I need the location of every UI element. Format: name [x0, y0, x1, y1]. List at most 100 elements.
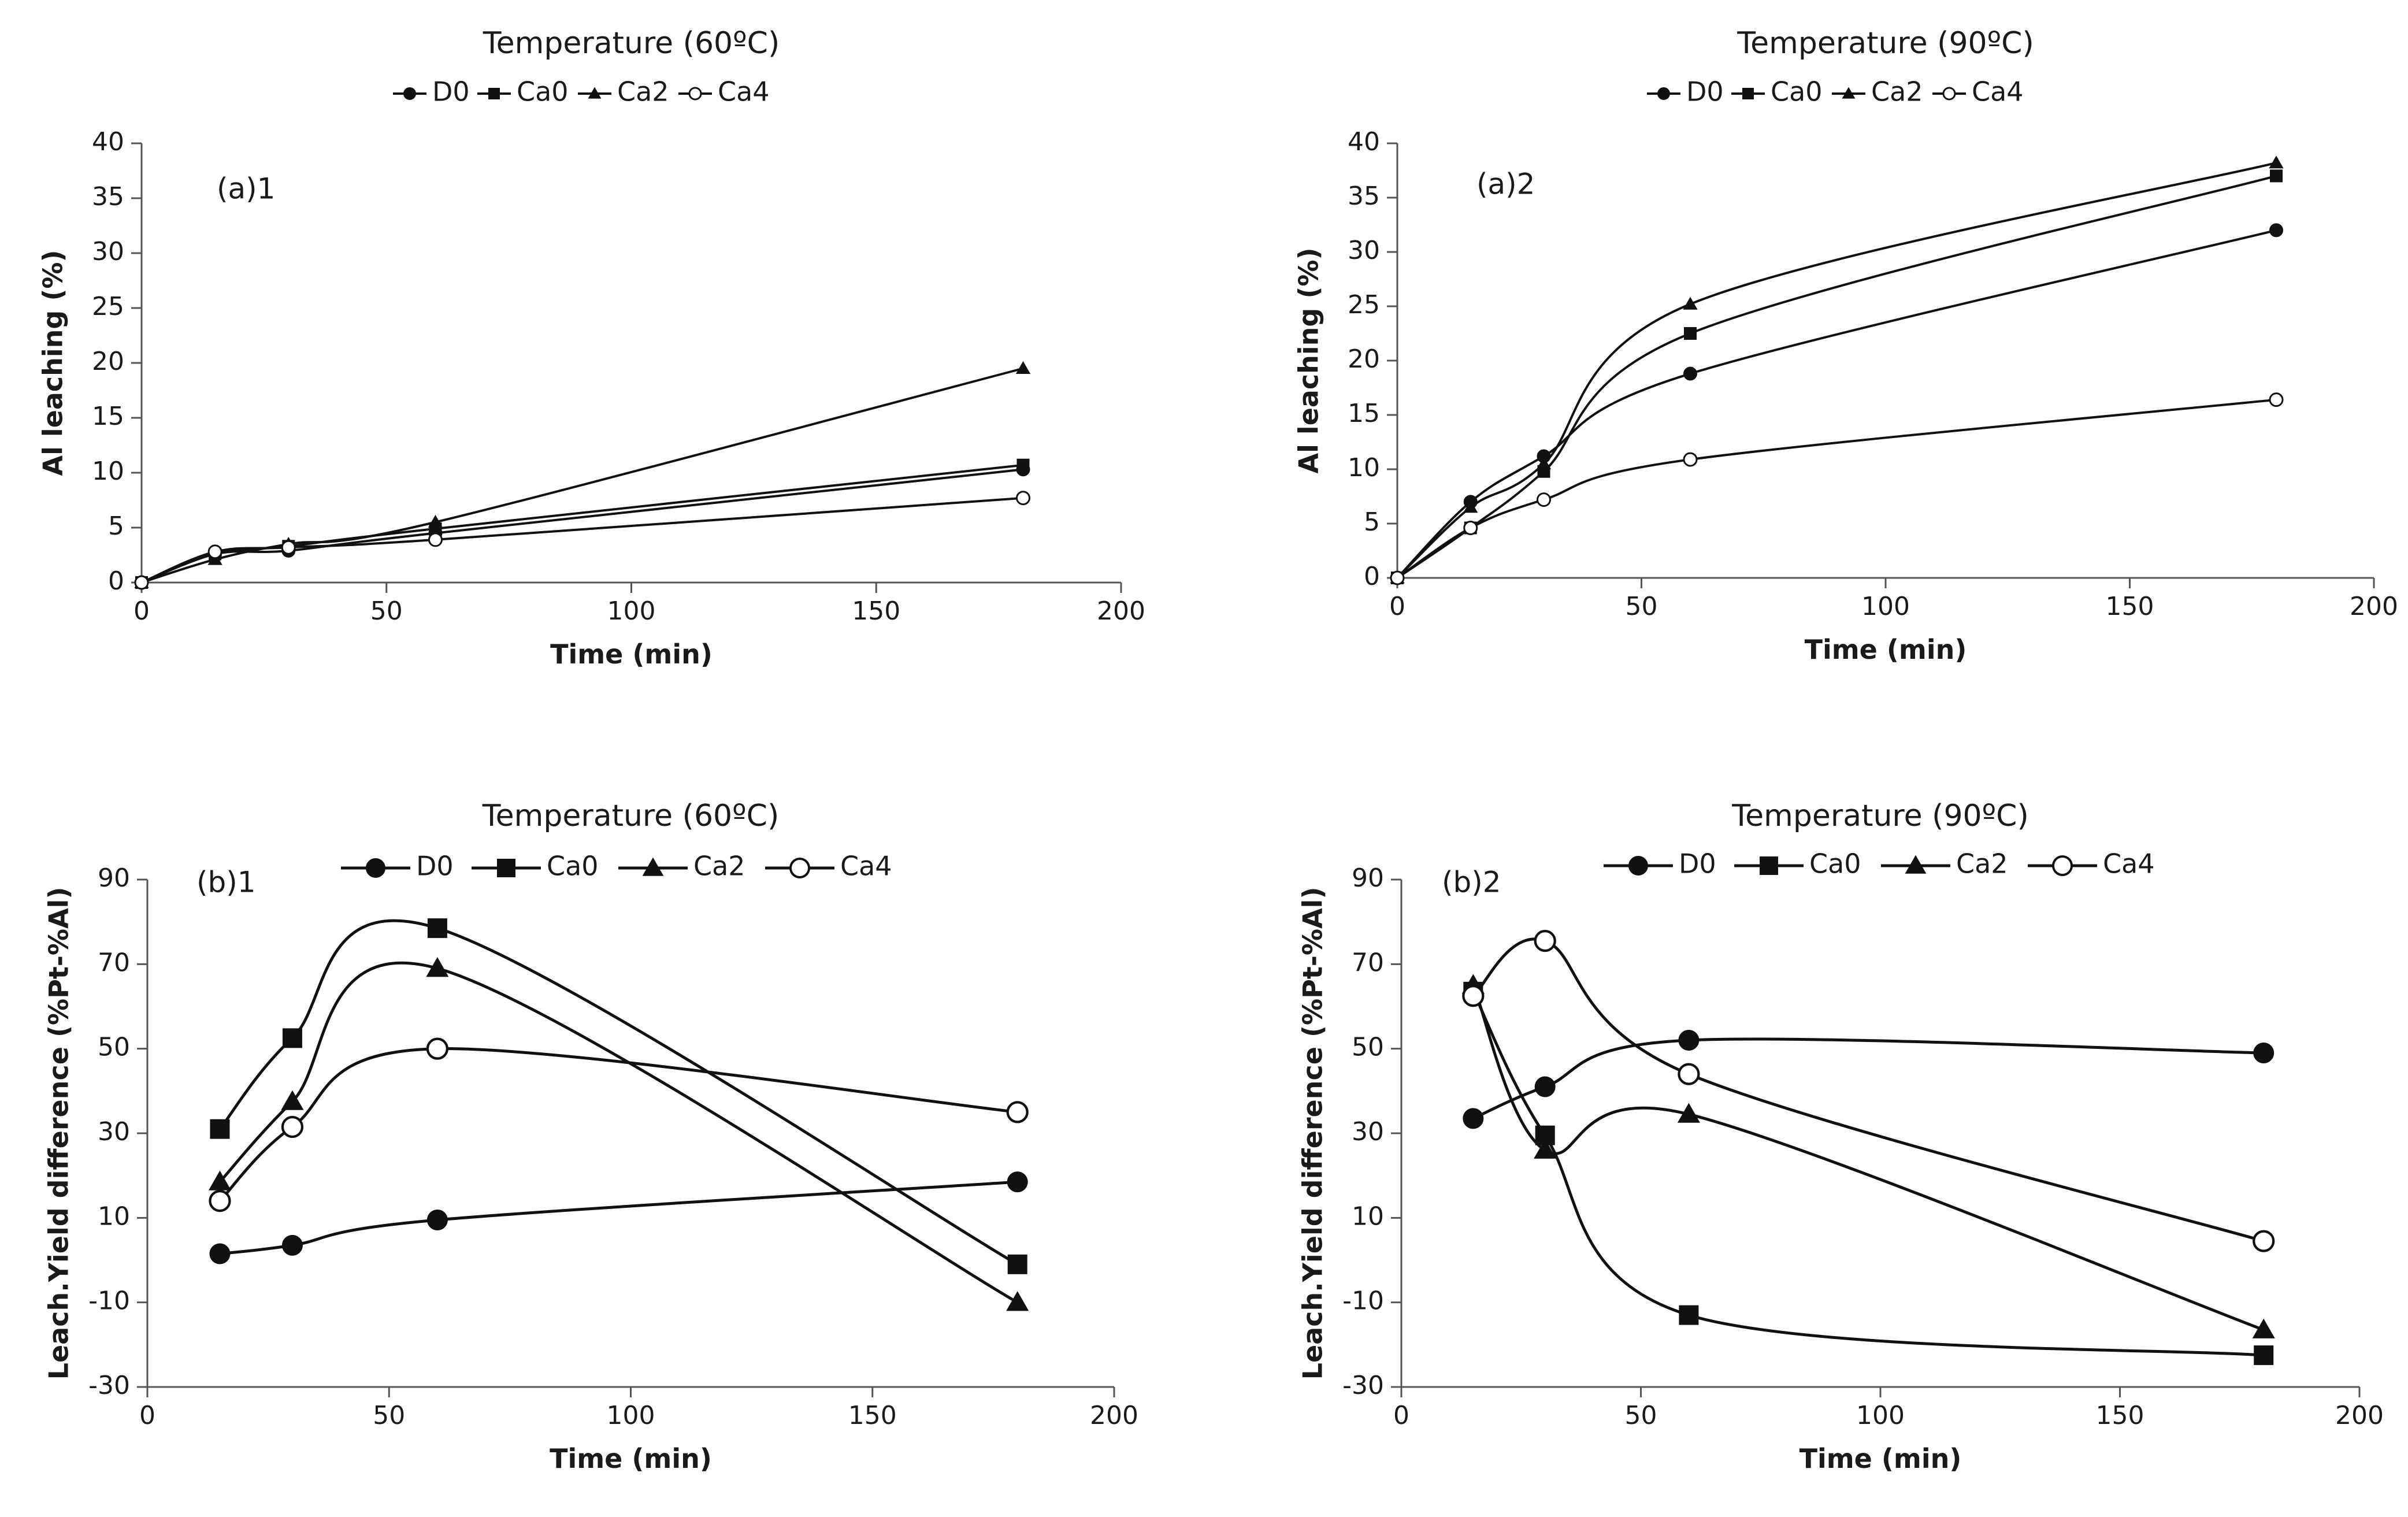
data-point — [1006, 1101, 1029, 1123]
data-point — [1463, 500, 1478, 513]
legend-marker — [688, 87, 702, 101]
legend-marker — [1628, 856, 1648, 876]
y-tick-label: 70 — [1352, 948, 1384, 977]
series-ca4 — [1390, 392, 2284, 585]
legend-label: Ca4 — [1972, 76, 2024, 107]
legend-label: D0 — [432, 76, 470, 107]
series-ca0 — [210, 918, 1027, 1274]
data-point — [1007, 1254, 1027, 1274]
x-tick-label: 200 — [2335, 1401, 2384, 1430]
x-tick-label: 50 — [1626, 592, 1658, 621]
y-tick-label: 0 — [108, 566, 124, 596]
y-tick-label: 25 — [1348, 290, 1380, 320]
legend-item-d0: D0 — [341, 851, 454, 882]
legend-label: Ca4 — [840, 851, 892, 882]
data-point — [282, 1028, 302, 1048]
data-point — [428, 514, 443, 528]
y-tick-label: 50 — [98, 1033, 130, 1062]
data-point — [281, 1115, 304, 1138]
series-line — [1472, 937, 2264, 1243]
data-point — [426, 957, 449, 977]
chart-a1: Temperature (60ºC)D0 Ca0 Ca2 Ca4(a)10 50 100 1… — [38, 26, 1145, 670]
data-point — [2253, 1230, 2275, 1252]
legend-marker — [1842, 87, 1856, 99]
chart-title: Temperature (90ºC) — [1731, 799, 2028, 833]
y-tick-label: 40 — [92, 127, 124, 157]
data-point — [1683, 366, 1697, 381]
data-point — [2252, 1318, 2275, 1338]
legend-label: Ca2 — [693, 851, 745, 882]
legend-label: Ca2 — [1871, 76, 1923, 107]
chart-a2: Temperature (90ºC)D0 Ca0 Ca2 Ca4(a)20 50 100 1… — [1293, 26, 2398, 665]
x-axis-label: Time (min) — [1799, 1443, 1962, 1474]
series-line — [218, 919, 1018, 1266]
data-point — [2269, 155, 2284, 169]
legend-marker — [1657, 87, 1670, 100]
y-tick-label: 10 — [1352, 1201, 1384, 1231]
legend-item-ca4: Ca4 — [1932, 76, 2024, 107]
legend-marker — [1760, 856, 1778, 875]
x-tick-label: 100 — [1861, 592, 1910, 621]
series-ca4 — [1462, 929, 2275, 1252]
data-point — [209, 1243, 231, 1264]
legend-item-ca4: Ca4 — [765, 851, 892, 882]
data-point — [1534, 1076, 1556, 1097]
data-point — [1534, 1138, 1557, 1159]
data-point — [208, 1170, 232, 1190]
y-tick-label: 50 — [1352, 1033, 1384, 1062]
legend-marker — [789, 858, 810, 878]
panel-label: (a)2 — [1476, 168, 1535, 201]
chart-title: Temperature (60ºC) — [483, 26, 780, 61]
legend-label: Ca0 — [1809, 848, 1861, 880]
data-point — [207, 544, 222, 559]
series-line — [218, 1047, 1018, 1202]
y-tick-label: 25 — [92, 292, 124, 321]
legend: D0 Ca0 Ca2 Ca4 — [341, 851, 892, 882]
x-tick-label: 0 — [1389, 592, 1405, 621]
series-d0 — [209, 1171, 1028, 1264]
series-ca4 — [134, 491, 1030, 590]
data-point — [281, 540, 296, 555]
y-tick-label: 30 — [1348, 236, 1380, 265]
legend-label: Ca4 — [2103, 848, 2155, 880]
data-point — [2253, 1042, 2275, 1063]
y-axis-label: Leach.Yield difference (%Pt-%Al) — [43, 887, 75, 1380]
panel-label: (a)1 — [217, 172, 275, 206]
legend-item-ca2: Ca2 — [618, 851, 745, 882]
series-line — [1472, 984, 2265, 1331]
y-tick-label: 70 — [98, 948, 130, 977]
x-tick-label: 0 — [139, 1401, 155, 1430]
y-tick-label: 5 — [1364, 507, 1380, 537]
data-point — [210, 1119, 230, 1139]
x-tick-label: 150 — [2096, 1401, 2144, 1430]
y-tick-label: 10 — [92, 457, 124, 486]
chart-b1: Temperature (60ºC) D0 Ca0 Ca2 Ca4 (b)1 0 50 100 1… — [43, 799, 1138, 1474]
legend-marker — [1942, 87, 1956, 101]
data-point — [1683, 296, 1698, 310]
x-tick-label: 0 — [133, 596, 150, 626]
x-tick-label: 200 — [2350, 592, 2398, 621]
series-line — [218, 961, 1018, 1304]
legend-item-ca2: Ca2 — [1832, 76, 1923, 107]
data-point — [134, 575, 149, 590]
x-axis-label: Time (min) — [550, 639, 713, 670]
data-point — [1537, 492, 1551, 507]
data-point — [1679, 1305, 1699, 1325]
x-tick-label: 150 — [852, 596, 900, 626]
legend: D0 Ca0 Ca2 Ca4 — [1647, 76, 2024, 107]
data-point — [281, 1090, 304, 1110]
legend-marker — [1742, 88, 1754, 99]
y-axis-label: Al leaching (%) — [1293, 248, 1324, 474]
data-point — [1016, 458, 1030, 472]
legend-item-ca0: Ca0 — [1734, 848, 1861, 880]
series-ca4 — [209, 1037, 1029, 1212]
legend-item-ca0: Ca0 — [477, 76, 569, 107]
data-point — [426, 1037, 449, 1060]
legend-item-ca4: Ca4 — [678, 76, 770, 107]
series-line — [1472, 991, 2264, 1357]
data-point — [281, 1234, 303, 1256]
legend: D0 Ca0 Ca2 Ca4 — [1604, 848, 2155, 880]
x-tick-label: 200 — [1097, 596, 1145, 626]
